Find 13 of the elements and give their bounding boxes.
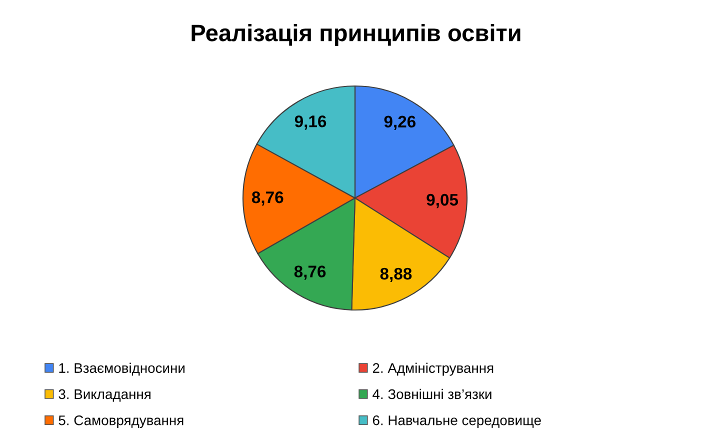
chart-title: Реалізація принципів освіти [192, 24, 520, 46]
data-label: 9,05 [426, 194, 458, 208]
data-label: 8,88 [380, 268, 412, 282]
legend-label: 5. Самоврядування [58, 415, 184, 428]
data-label: 9,26 [384, 116, 416, 130]
legend-label: 2. Адміністрування [372, 362, 494, 376]
legend-label: 1. Взаємовідносини [59, 362, 184, 376]
data-label: 8,76 [252, 191, 284, 206]
legend-label: 4. Зовнішні зв’язки [372, 388, 492, 400]
legend-label: 6. Навчальне середовище [372, 415, 541, 428]
data-label: 9,16 [294, 115, 326, 130]
legend-label: 3. Викладання [58, 389, 150, 402]
data-label: 8,76 [294, 266, 326, 280]
